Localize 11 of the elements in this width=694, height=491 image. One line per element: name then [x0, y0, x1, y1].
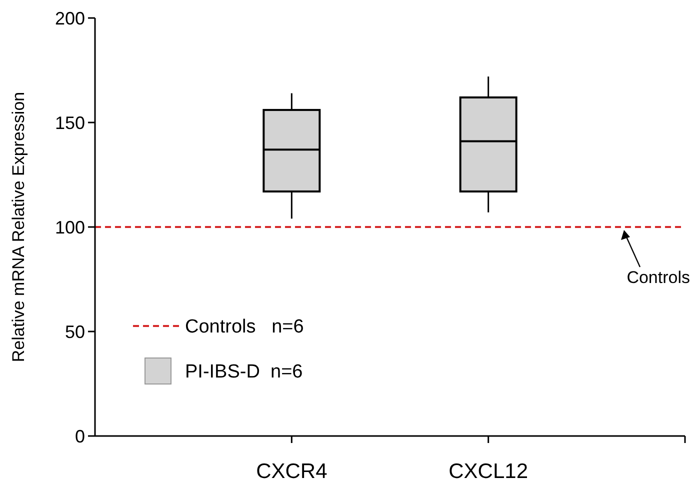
y-tick-label: 50: [64, 322, 85, 342]
legend-label: PI-IBS-D n=6: [185, 362, 303, 383]
ref-line-label: Controls: [626, 268, 690, 287]
y-tick-label: 0: [74, 426, 85, 446]
y-tick-label: 150: [54, 112, 85, 133]
annotation: Controls n=6: [185, 316, 304, 338]
y-tick-label: 200: [54, 8, 85, 28]
y-axis-title: Relative mRNA Relative Expression: [9, 92, 28, 362]
y-tick-label: 100: [54, 217, 85, 238]
x-tick-label: CXCL12: [448, 460, 528, 483]
x-tick-label: CXCR4: [256, 460, 328, 483]
